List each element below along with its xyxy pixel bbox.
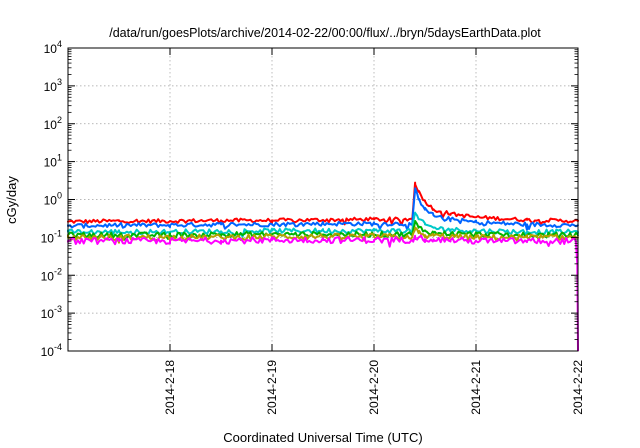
grid: [68, 48, 578, 351]
y-tick-label: 101: [44, 153, 62, 170]
series-line-3: [67, 220, 579, 241]
series-line-2: [67, 211, 579, 238]
y-tick-label: 10-1: [41, 228, 62, 245]
x-tick-label: 2014-2-20: [367, 360, 381, 415]
y-axis-label: cGy/day: [4, 176, 19, 224]
x-tick-label: 2014-2-21: [469, 360, 483, 415]
x-axis: 2014-2-18 2014-2-19 2014-2-20 2014-2-21 2014…: [163, 48, 585, 415]
x-tick-label: 2014-2-22: [571, 360, 585, 415]
series-line-0: [67, 181, 579, 226]
series-line-1: [67, 187, 579, 231]
y-tick-label: 102: [44, 115, 62, 132]
x-axis-label: Coordinated Universal Time (UTC): [223, 430, 422, 445]
y-tick-label: 10-3: [41, 304, 62, 321]
y-tick-label: 10-4: [41, 342, 62, 359]
chart-title: /data/run/goesPlots/archive/2014-02-22/0…: [109, 26, 541, 40]
x-tick-label: 2014-2-19: [265, 360, 279, 415]
y-tick-label: 10-2: [41, 266, 62, 283]
y-tick-label: 100: [44, 191, 62, 208]
series-line-5: [67, 234, 579, 351]
y-tick-label: 103: [44, 77, 62, 94]
series-group: [67, 181, 579, 351]
y-axis: 10-4 10-3 10-2 10-1 100 101 102 103 104: [41, 39, 578, 359]
y-tick-label: 104: [44, 39, 62, 56]
x-tick-label: 2014-2-18: [163, 360, 177, 415]
